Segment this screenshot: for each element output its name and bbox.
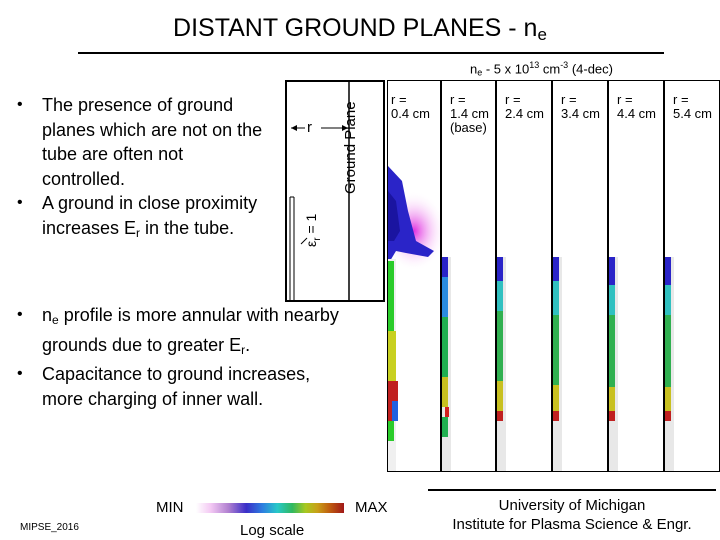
panel-label-5-4: r = 5.4 cm xyxy=(673,92,713,121)
panel-r-5-4 xyxy=(665,81,719,471)
bullet-item: • The presence of ground planes which are… xyxy=(15,93,265,191)
simulation-figure: r = 0.4 cm r = 1.4 cm (base) r = 2.4 cm r = 3… xyxy=(387,80,720,472)
institution-line-1: University of Michigan xyxy=(498,497,646,514)
bullet-list-top: • The presence of ground planes which are… xyxy=(15,93,265,245)
bullet-text: The presence of ground planes which are … xyxy=(42,95,263,189)
panel-r-1-4 xyxy=(442,81,495,471)
bullet-item: • Capacitance to ground increases, more c… xyxy=(15,362,345,411)
ground-plane-label: Ground Plane xyxy=(342,101,359,194)
panel-label-4-4: r = 4.4 cm xyxy=(617,92,657,121)
density-plot xyxy=(609,257,618,471)
density-plot xyxy=(665,257,674,471)
density-plot xyxy=(388,166,440,471)
bullet-item: • ne profile is more annular with nearby … xyxy=(15,303,345,362)
schematic-drawing xyxy=(289,82,350,300)
panel-label-3-4: r = 3.4 cm xyxy=(561,92,601,121)
panel-r-2-4 xyxy=(497,81,551,471)
bullet-text: r xyxy=(136,225,141,240)
scale-label: Log scale xyxy=(240,522,305,539)
density-plot xyxy=(553,257,562,471)
bullet-dot: • xyxy=(17,365,23,382)
panel-r-4-4 xyxy=(609,81,663,471)
bullet-text: in the tube. xyxy=(140,217,235,238)
panel-label-1-4: r = 1.4 cm (base) xyxy=(450,92,490,135)
density-plot xyxy=(442,257,451,471)
colorbar xyxy=(196,503,344,513)
r-distance-label: r xyxy=(307,119,312,136)
institution-credit: University of Michigan Institute for Pla… xyxy=(428,496,716,534)
title-divider xyxy=(78,52,664,54)
conference-tag: MIPSE_2016 xyxy=(20,522,79,533)
bullet-text: profile is more annular with nearby grou… xyxy=(42,305,339,355)
bullet-list-bottom: • ne profile is more annular with nearby … xyxy=(15,303,345,411)
panel-r-3-4 xyxy=(553,81,607,471)
bullet-dot: • xyxy=(17,306,23,323)
slide-title: DISTANT GROUND PLANES - ne xyxy=(173,14,547,44)
density-plot xyxy=(497,257,506,471)
panel-label-2-4: r = 2.4 cm xyxy=(505,92,545,121)
bullet-dot: • xyxy=(17,96,23,113)
bullet-text: . xyxy=(245,334,251,355)
bullet-dot: • xyxy=(17,194,23,211)
panel-label-0-4: r = 0.4 cm xyxy=(391,92,431,121)
colorbar-max-label: MAX xyxy=(355,499,388,516)
bullet-item: • A ground in close proximity increases E… xyxy=(15,191,265,245)
bullet-text: e xyxy=(52,313,59,327)
bullet-text: A ground in close proximity increases E xyxy=(42,193,258,238)
bullet-text: r xyxy=(241,342,246,357)
footer-divider xyxy=(428,489,716,491)
bullet-text: n xyxy=(42,305,53,325)
institution-line-2: Institute for Plasma Science & Engr. xyxy=(452,516,692,533)
density-caption: ne - 5 x 1013 cm-3 (4-dec) xyxy=(470,60,613,78)
panel-r-0-4 xyxy=(388,81,440,471)
bullet-text: Capacitance to ground increases, more ch… xyxy=(42,364,311,409)
ground-plane-schematic: Ground Plane r εr = 1 xyxy=(285,80,385,302)
permittivity-label: εr = 1 xyxy=(303,213,323,247)
colorbar-min-label: MIN xyxy=(156,499,184,516)
